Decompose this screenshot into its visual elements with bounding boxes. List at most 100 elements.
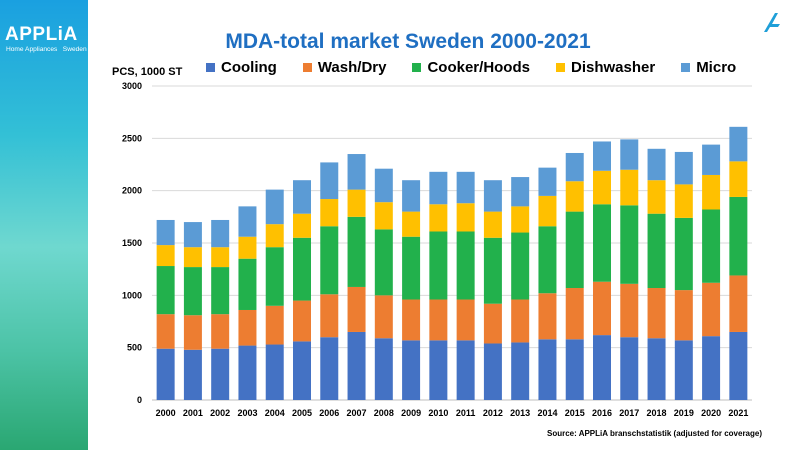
bar-segment-wash-dry xyxy=(429,299,448,341)
y-tick-label: 2000 xyxy=(122,186,142,196)
bar-segment-cooker-hoods xyxy=(293,237,311,301)
bar-segment-cooker-hoods xyxy=(320,226,339,295)
bar-segment-cooling xyxy=(156,348,175,400)
legend-label: Cooling xyxy=(221,59,277,76)
brand-sidebar: APPLiA Home Appliances Sweden xyxy=(0,0,88,450)
x-tick-label: 2001 xyxy=(183,408,203,418)
bar-segment-dishwasher xyxy=(156,245,175,267)
legend-swatch-dishwasher xyxy=(555,63,565,72)
bar-segment-cooling xyxy=(702,336,721,400)
bar-segment-cooling xyxy=(593,335,611,400)
x-tick-label: 2019 xyxy=(674,408,694,418)
bar-segment-dishwasher xyxy=(456,203,475,232)
bar-segment-cooling xyxy=(565,339,584,400)
bar-segment-dishwasher xyxy=(183,247,202,268)
x-tick-label: 2009 xyxy=(401,408,421,418)
x-tick-label: 2021 xyxy=(728,408,748,418)
bar-segment-wash-dry xyxy=(702,282,721,337)
y-tick-label: 2500 xyxy=(122,133,142,143)
bar-segment-wash-dry xyxy=(456,299,475,341)
bar-segment-micro xyxy=(429,171,448,205)
brand-logo: APPLiA xyxy=(5,24,78,45)
bar-segment-cooling xyxy=(511,342,530,400)
bar-segment-micro xyxy=(511,177,530,207)
bar-segment-micro xyxy=(238,206,257,237)
bar-segment-micro xyxy=(347,154,366,190)
bar-segment-cooker-hoods xyxy=(211,267,230,315)
bar-segment-wash-dry xyxy=(483,303,502,344)
legend-item-cooling: Cooling xyxy=(206,59,277,76)
bar-segment-micro xyxy=(702,144,721,175)
bar-segment-micro xyxy=(483,180,502,212)
source-note: Source: APPLiA branschstatistik (adjuste… xyxy=(546,429,762,438)
bar-segment-micro xyxy=(320,162,339,200)
bar-segment-cooker-hoods xyxy=(265,247,284,306)
bar-segment-dishwasher xyxy=(483,211,502,238)
bar-segment-cooling xyxy=(347,331,366,400)
y-tick-label: 1500 xyxy=(122,238,142,248)
bar-segment-cooling xyxy=(265,344,284,400)
bar-segment-micro xyxy=(538,167,557,196)
bar-segment-micro xyxy=(729,126,748,162)
bar-segment-cooling xyxy=(238,345,257,400)
bar-segment-cooling xyxy=(483,343,502,400)
bar-segment-wash-dry xyxy=(320,294,339,338)
bar-segment-dishwasher xyxy=(347,189,366,217)
x-tick-label: 2017 xyxy=(619,408,639,418)
bar-segment-cooling xyxy=(538,339,557,400)
bar-segment-cooling xyxy=(402,340,421,400)
x-tick-label: 2011 xyxy=(456,408,476,418)
bar-segment-cooker-hoods xyxy=(402,236,421,300)
bar-segment-dishwasher xyxy=(265,224,284,248)
bar-segment-wash-dry xyxy=(620,283,639,338)
bar-segment-cooker-hoods xyxy=(238,258,257,310)
x-tick-label: 2008 xyxy=(374,408,394,418)
bar-segment-cooker-hoods xyxy=(429,231,448,300)
bar-segment-micro xyxy=(647,148,666,181)
legend-item-wash-dry: Wash/Dry xyxy=(302,59,387,76)
bar-segment-dishwasher xyxy=(429,204,448,232)
x-tick-label: 2014 xyxy=(537,408,557,418)
bar-segment-dishwasher xyxy=(647,180,666,214)
bar-segment-wash-dry xyxy=(293,300,311,342)
x-tick-label: 2002 xyxy=(210,408,230,418)
x-tick-label: 2015 xyxy=(565,408,585,418)
bar-segment-cooker-hoods xyxy=(511,232,530,300)
bar-segment-dishwasher xyxy=(702,174,721,210)
chart-title: MDA-total market Sweden 2000-2021 xyxy=(225,30,591,53)
bar-segment-micro xyxy=(620,139,639,170)
bar-segment-wash-dry xyxy=(265,305,284,345)
y-tick-label: 1000 xyxy=(122,290,142,300)
bar-segment-micro xyxy=(265,189,284,225)
bar-segment-cooling xyxy=(374,338,393,400)
bar-segment-micro xyxy=(456,171,475,204)
bar-segment-wash-dry xyxy=(347,286,366,332)
bar-segment-wash-dry xyxy=(729,275,748,332)
bar-segment-cooker-hoods xyxy=(183,267,202,316)
x-tick-label: 2004 xyxy=(265,408,285,418)
bar-segment-dishwasher xyxy=(238,236,257,259)
y-tick-label: 500 xyxy=(127,343,142,353)
legend-label: Wash/Dry xyxy=(317,59,387,76)
bar-segment-dishwasher xyxy=(320,199,339,227)
x-tick-label: 2020 xyxy=(701,408,721,418)
bar-segment-wash-dry xyxy=(183,315,202,350)
bar-segment-cooker-hoods xyxy=(565,211,584,289)
legend-swatch-cooker-hoods xyxy=(412,63,422,72)
x-tick-label: 2003 xyxy=(237,408,257,418)
bar-segment-wash-dry xyxy=(647,288,666,339)
bar-segment-cooker-hoods xyxy=(156,266,175,315)
bar-segment-wash-dry xyxy=(238,309,257,346)
bar-segment-cooker-hoods xyxy=(483,237,502,304)
bar-segment-dishwasher xyxy=(729,161,748,197)
chart-legend: Cooling Wash/Dry Cooker/Hoods Dishwasher… xyxy=(206,59,762,76)
bar-segment-dishwasher xyxy=(565,181,584,212)
bar-segment-cooker-hoods xyxy=(538,226,557,294)
bar-segment-dishwasher xyxy=(402,211,421,237)
y-tick-label: 0 xyxy=(137,395,142,405)
x-tick-label: 2006 xyxy=(319,408,339,418)
bar-segment-dishwasher xyxy=(674,184,693,218)
bar-segment-cooling xyxy=(729,331,748,400)
brand-subtitle: Home Appliances Sweden xyxy=(6,46,87,53)
bar-segment-dishwasher xyxy=(593,170,611,205)
